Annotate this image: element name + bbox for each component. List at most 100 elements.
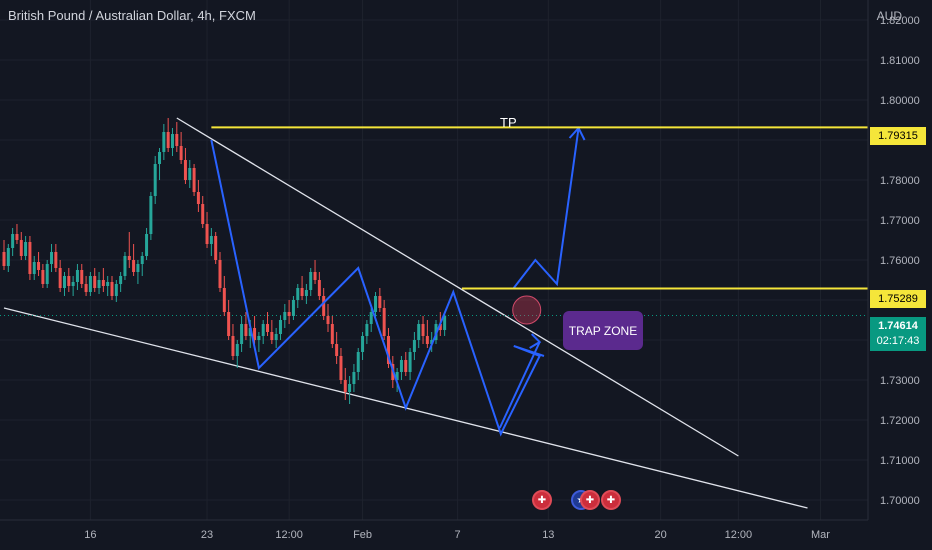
- candle-body: [278, 320, 282, 334]
- candle-body: [19, 240, 23, 256]
- candle-body: [136, 264, 140, 272]
- candle-body: [240, 324, 244, 344]
- currency-label: AUD: [876, 9, 902, 23]
- candle-body: [201, 204, 205, 224]
- candle-body: [24, 242, 28, 256]
- candle-body: [54, 252, 58, 268]
- candle-body: [339, 356, 343, 380]
- y-tick-label: 1.82000: [880, 15, 920, 27]
- candle-body: [188, 168, 192, 180]
- candle-body: [106, 282, 110, 286]
- candle-body: [222, 288, 226, 312]
- candle-body: [62, 276, 66, 288]
- candle-body: [270, 332, 274, 340]
- candle-body: [348, 384, 352, 392]
- x-tick-label: 16: [84, 529, 96, 541]
- resistance-price-badge: 1.75289: [870, 290, 926, 308]
- candle-body: [227, 312, 231, 336]
- candle-body: [153, 164, 157, 196]
- candle-body: [248, 328, 252, 336]
- candle-body: [6, 248, 10, 266]
- candle-body: [75, 270, 79, 282]
- uk-flag-icon[interactable]: ✚: [532, 490, 552, 510]
- candle-body: [283, 312, 287, 320]
- candle-body: [317, 280, 321, 296]
- candle-body: [209, 236, 213, 244]
- trendline: [176, 117, 739, 457]
- candle-body: [244, 324, 248, 336]
- candle-body: [101, 280, 105, 286]
- arrowhead: [529, 333, 542, 349]
- candle-body: [343, 380, 347, 392]
- candle-body: [430, 340, 434, 344]
- candle-body: [287, 312, 291, 316]
- candle-body: [382, 308, 386, 336]
- y-tick-label: 1.73000: [880, 375, 920, 387]
- candle-body: [421, 324, 425, 336]
- trap-zone-box[interactable]: TRAP ZONE: [563, 311, 643, 350]
- candle-body: [196, 192, 200, 204]
- candle-body: [335, 344, 339, 356]
- candle-body: [97, 280, 101, 288]
- candle-body: [114, 284, 118, 296]
- candle-body: [395, 372, 399, 380]
- candle-body: [84, 284, 88, 292]
- candle-body: [11, 234, 15, 248]
- candle-body: [253, 328, 257, 340]
- candles: [2, 118, 447, 404]
- trendlines: [0, 117, 868, 509]
- x-tick-label: 23: [201, 529, 213, 541]
- candle-body: [438, 324, 442, 330]
- tp-label: TP: [500, 115, 517, 130]
- candle-body: [192, 168, 196, 192]
- grid: [0, 0, 868, 520]
- projection-path: [512, 127, 580, 289]
- candle-body: [365, 324, 369, 336]
- candle-body: [149, 196, 153, 234]
- chart-title: British Pound / Australian Dollar, 4h, F…: [8, 8, 256, 23]
- price-levels: [211, 126, 868, 290]
- candle-body: [123, 256, 127, 276]
- candle-body: [71, 282, 75, 286]
- x-tick-label: Mar: [811, 529, 830, 541]
- x-tick-label: 12:00: [725, 529, 753, 541]
- current-price-value: 1.74614: [878, 320, 918, 332]
- candle-body: [170, 134, 174, 148]
- zigzag-path: [210, 139, 545, 437]
- uk-flag-icon[interactable]: ✚: [580, 490, 600, 510]
- candle-body: [80, 270, 84, 284]
- candle-body: [291, 300, 295, 316]
- tp-price-badge: 1.79315: [870, 127, 926, 145]
- uk-flag-icon[interactable]: ✚: [601, 490, 621, 510]
- candle-body: [205, 224, 209, 244]
- candle-body: [266, 324, 270, 332]
- candle-body: [378, 296, 382, 308]
- candle-body: [93, 276, 97, 288]
- candle-body: [408, 352, 412, 372]
- candle-body: [326, 316, 330, 324]
- candle-body: [58, 268, 62, 288]
- candle-body: [274, 334, 278, 340]
- candle-body: [425, 336, 429, 344]
- x-tick-label: Feb: [353, 529, 372, 541]
- x-tick-label: 12:00: [275, 529, 303, 541]
- trap-circle: [512, 295, 542, 325]
- candle-body: [183, 160, 187, 180]
- candle-body: [412, 340, 416, 352]
- x-tick-label: 20: [655, 529, 667, 541]
- y-tick-label: 1.76000: [880, 255, 920, 267]
- candle-body: [15, 234, 19, 240]
- y-tick-label: 1.70000: [880, 495, 920, 507]
- candle-body: [352, 372, 356, 384]
- candle-body: [214, 236, 218, 260]
- candle-body: [67, 276, 71, 286]
- candle-body: [296, 288, 300, 300]
- candle-body: [257, 336, 261, 340]
- candle-body: [361, 336, 365, 352]
- candle-body: [417, 324, 421, 340]
- y-tick-label: 1.78000: [880, 175, 920, 187]
- candle-body: [50, 252, 54, 264]
- candle-body: [110, 282, 114, 296]
- y-tick-label: 1.77000: [880, 215, 920, 227]
